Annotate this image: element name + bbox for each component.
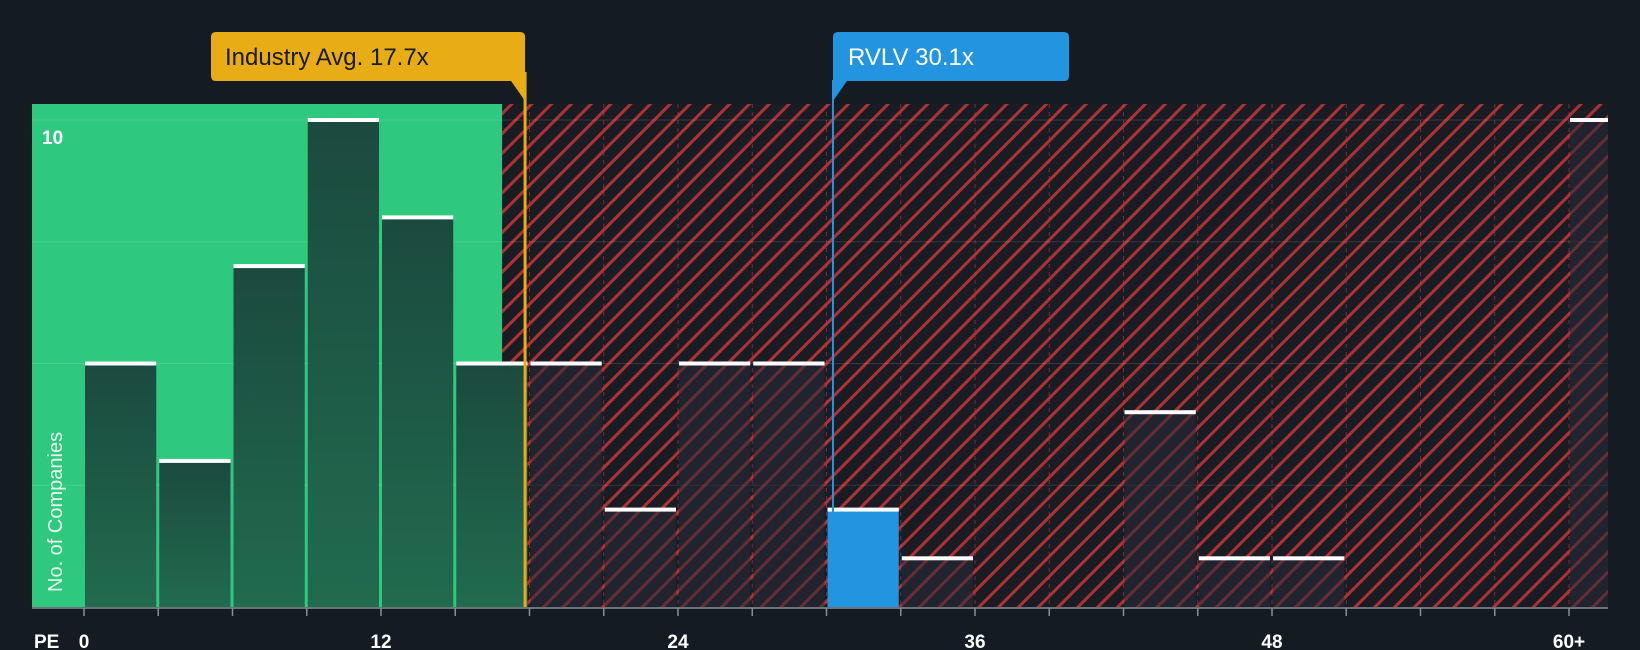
bars	[85, 104, 1608, 607]
histogram-bar	[1273, 558, 1345, 607]
histogram-bar-cap	[1124, 410, 1196, 415]
histogram-bar-cap	[753, 361, 825, 366]
histogram-bar	[1124, 412, 1196, 607]
histogram-bar	[753, 363, 825, 607]
histogram-bar-cap	[1273, 556, 1345, 561]
industry-avg-marker: Industry Avg. 17.7x	[211, 32, 527, 607]
histogram-bar-cap	[604, 507, 676, 512]
histogram-bar-cap	[1570, 118, 1608, 122]
histogram-bar-cap	[1198, 556, 1270, 561]
y-tick-label-10: 10	[42, 128, 63, 149]
histogram-bar-cap	[530, 361, 602, 366]
histogram-bar	[307, 120, 379, 607]
histogram-bar	[1198, 558, 1270, 607]
histogram-bar-cap	[159, 458, 231, 463]
industry-avg-label: Industry Avg. 17.7x	[225, 44, 429, 71]
x-tick-label: 12	[370, 632, 391, 650]
histogram-bar	[85, 363, 157, 607]
x-tick-label: 48	[1261, 632, 1282, 650]
histogram-bar	[382, 217, 454, 607]
histogram-bar	[159, 460, 231, 607]
histogram-bar-cap	[679, 361, 751, 366]
company-pe-label: RVLV 30.1x	[848, 44, 974, 71]
x-axis-label: PE	[34, 632, 59, 650]
histogram-bar-cap	[382, 215, 454, 220]
company-marker: RVLV 30.1x	[831, 32, 1069, 607]
histogram-bar-cap	[901, 556, 973, 561]
histogram-bar	[233, 266, 305, 607]
company-pe-tag	[832, 32, 1069, 101]
histogram-bar	[1570, 120, 1608, 607]
histogram-bar-cap	[307, 118, 379, 122]
y-axis-label: No. of Companies	[45, 432, 67, 592]
histogram-bar	[901, 558, 973, 607]
histogram-bar-cap	[456, 361, 528, 366]
x-tick-label: 36	[964, 632, 985, 650]
x-tick-label: 60+	[1553, 632, 1585, 650]
histogram-bar	[604, 509, 676, 607]
histogram-bar	[679, 363, 751, 607]
x-axis-ticks: 0 12 24 36 48 60+	[79, 608, 1585, 650]
histogram-bar	[827, 509, 899, 607]
histogram-bar-cap	[233, 264, 305, 269]
histogram-bar	[456, 363, 528, 607]
industry-avg-tag	[211, 32, 526, 101]
histogram-bar-cap	[85, 361, 157, 366]
x-tick-label: 0	[79, 632, 90, 650]
x-tick-label: 24	[667, 632, 689, 650]
histogram-bar-cap	[827, 507, 899, 512]
histogram-bar	[530, 363, 602, 607]
